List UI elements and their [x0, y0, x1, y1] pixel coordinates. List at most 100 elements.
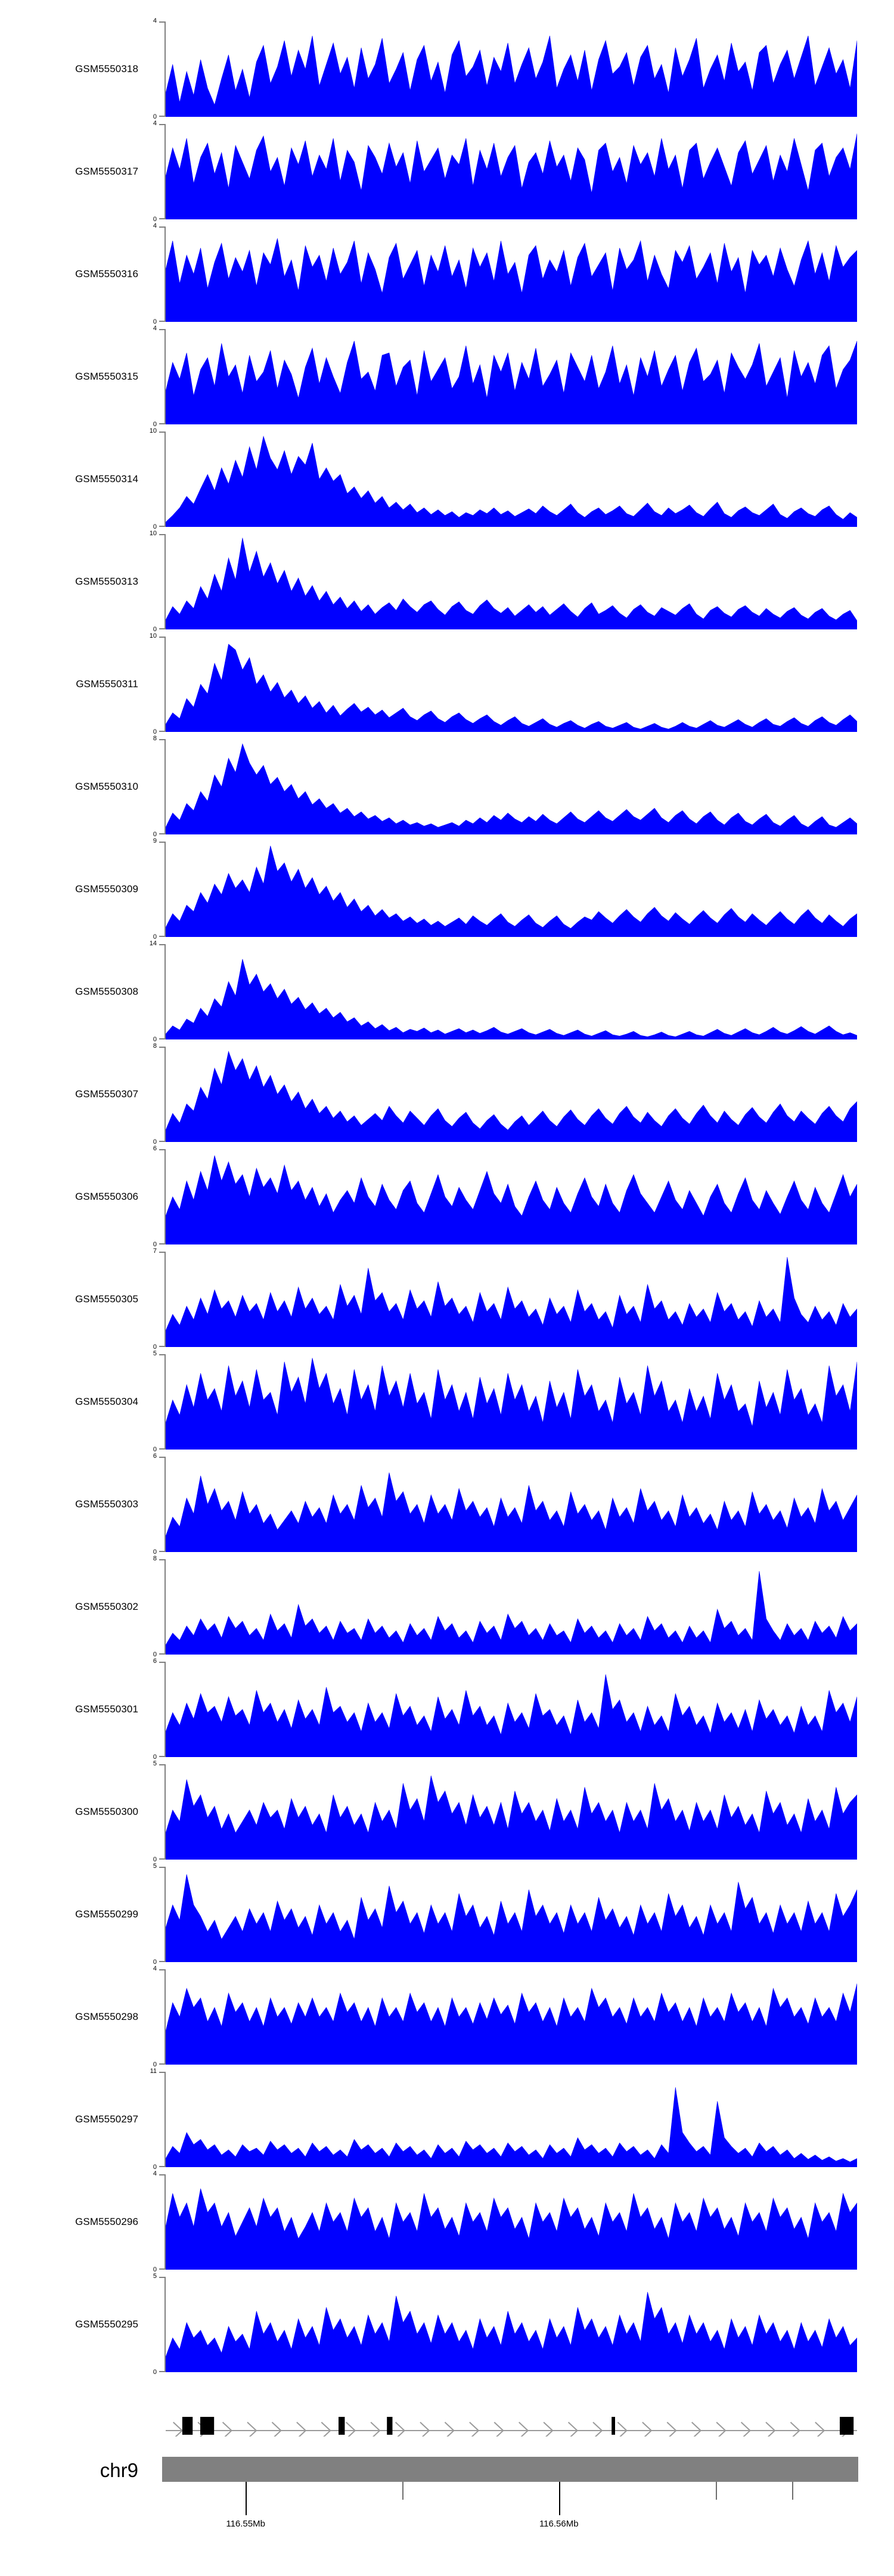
- y-axis-max-label: 10: [149, 427, 157, 434]
- coverage-track-gsm5550297: GSM5550297 11 0: [0, 2068, 894, 2171]
- coverage-plot: [166, 842, 857, 937]
- y-axis-tick-min: [159, 1858, 166, 1860]
- coverage-track-gsm5550317: GSM5550317 4 0: [0, 120, 894, 223]
- coverage-track-gsm5550304: GSM5550304 5 0: [0, 1350, 894, 1453]
- y-axis-max-label: 10: [149, 632, 157, 640]
- ideogram-bar: [162, 2457, 858, 2482]
- coverage-plot: [166, 1149, 857, 1244]
- y-axis-max-label: 5: [153, 1760, 157, 1767]
- track-label: GSM5550304: [75, 1396, 138, 1407]
- y-axis-max-label: 6: [153, 1453, 157, 1460]
- y-axis-max-label: 5: [153, 2273, 157, 2280]
- y-axis-tick-max: [159, 842, 166, 843]
- coverage-track-gsm5550311: GSM5550311 10 0: [0, 633, 894, 735]
- y-axis-min-label: 0: [153, 1959, 157, 1966]
- y-axis-tick-max: [159, 1252, 166, 1253]
- y-axis-tick-max: [159, 1764, 166, 1765]
- track-label: GSM5550295: [75, 2319, 138, 2330]
- track-label: GSM5550310: [75, 781, 138, 792]
- coverage-plot: [166, 124, 857, 219]
- y-axis-tick-max: [159, 1457, 166, 1458]
- y-axis-tick-min: [159, 1756, 166, 1757]
- y-axis-min-label: 0: [153, 2061, 157, 2068]
- y-axis-line: [164, 432, 166, 527]
- y-axis-line: [164, 944, 166, 1039]
- y-axis: 14 0: [147, 941, 166, 1043]
- y-axis-min-label: 0: [153, 318, 157, 325]
- y-axis-tick-max: [159, 1149, 166, 1150]
- coverage-plot: [166, 534, 857, 629]
- coverage-plot: [166, 1559, 857, 1655]
- y-axis-line: [164, 842, 166, 937]
- y-axis-min-label: 0: [153, 1548, 157, 1556]
- y-axis-tick-min: [159, 1141, 166, 1142]
- y-axis-max-label: 5: [153, 1350, 157, 1357]
- track-label: GSM5550300: [75, 1806, 138, 1817]
- gene-annotation-track: [166, 2403, 857, 2437]
- coverage-track-gsm5550296: GSM5550296 4 0: [0, 2171, 894, 2273]
- y-axis-line: [164, 21, 166, 117]
- coverage-track-gsm5550309: GSM5550309 9 0: [0, 838, 894, 941]
- y-axis-line: [164, 226, 166, 322]
- y-axis-tick-min: [159, 321, 166, 322]
- coverage-track-gsm5550301: GSM5550301 6 0: [0, 1658, 894, 1761]
- y-axis-min-label: 0: [153, 1651, 157, 1658]
- y-axis: 10 0: [147, 633, 166, 735]
- coverage-plot: [166, 1969, 857, 2065]
- y-axis-max-label: 9: [153, 837, 157, 845]
- y-axis-min-label: 0: [153, 2369, 157, 2376]
- y-axis-tick-max: [159, 124, 166, 125]
- track-label: GSM5550297: [75, 2113, 138, 2125]
- track-label: GSM5550309: [75, 883, 138, 895]
- y-axis-line: [164, 1252, 166, 1347]
- y-axis-min-label: 0: [153, 626, 157, 633]
- coverage-plot: [166, 1764, 857, 1860]
- coverage-track-gsm5550306: GSM5550306 6 0: [0, 1146, 894, 1248]
- y-axis-tick-min: [159, 1038, 166, 1039]
- coverage-plot: [166, 226, 857, 322]
- y-axis-line: [164, 1149, 166, 1244]
- y-axis-tick-max: [159, 1662, 166, 1663]
- y-axis-tick-max: [159, 1969, 166, 1970]
- coverage-track-gsm5550307: GSM5550307 8 0: [0, 1043, 894, 1146]
- y-axis-max-label: 4: [153, 17, 157, 24]
- y-axis-tick-max: [159, 1867, 166, 1868]
- track-label: GSM5550305: [75, 1293, 138, 1305]
- y-axis: 11 0: [147, 2068, 166, 2171]
- y-axis-tick-min: [159, 218, 166, 219]
- y-axis-line: [164, 1662, 166, 1757]
- y-axis-line: [164, 637, 166, 732]
- y-axis-tick-min: [159, 526, 166, 527]
- y-axis-max-label: 5: [153, 1863, 157, 1870]
- y-axis-tick-max: [159, 637, 166, 638]
- axis-minor-tick: [715, 2482, 717, 2500]
- y-axis-tick-max: [159, 1354, 166, 1355]
- y-axis-min-label: 0: [153, 728, 157, 735]
- coverage-plot: [166, 2277, 857, 2372]
- coverage-plot: [166, 432, 857, 527]
- y-axis-tick-max: [159, 1559, 166, 1560]
- y-axis-max-label: 4: [153, 120, 157, 127]
- track-label: GSM5550299: [75, 1908, 138, 1920]
- track-label: GSM5550317: [75, 166, 138, 177]
- y-axis-line: [164, 2277, 166, 2372]
- coverage-plot: [166, 1354, 857, 1450]
- y-axis-line: [164, 2174, 166, 2270]
- y-axis-tick-max: [159, 226, 166, 228]
- coverage-plot: [166, 1457, 857, 1552]
- y-axis-min-label: 0: [153, 1856, 157, 1863]
- y-axis: 10 0: [147, 530, 166, 633]
- y-axis-line: [164, 1457, 166, 1552]
- coverage-track-gsm5550300: GSM5550300 5 0: [0, 1760, 894, 1863]
- y-axis-min-label: 0: [153, 523, 157, 530]
- coverage-track-gsm5550298: GSM5550298 4 0: [0, 1966, 894, 2068]
- y-axis-tick-min: [159, 1346, 166, 1347]
